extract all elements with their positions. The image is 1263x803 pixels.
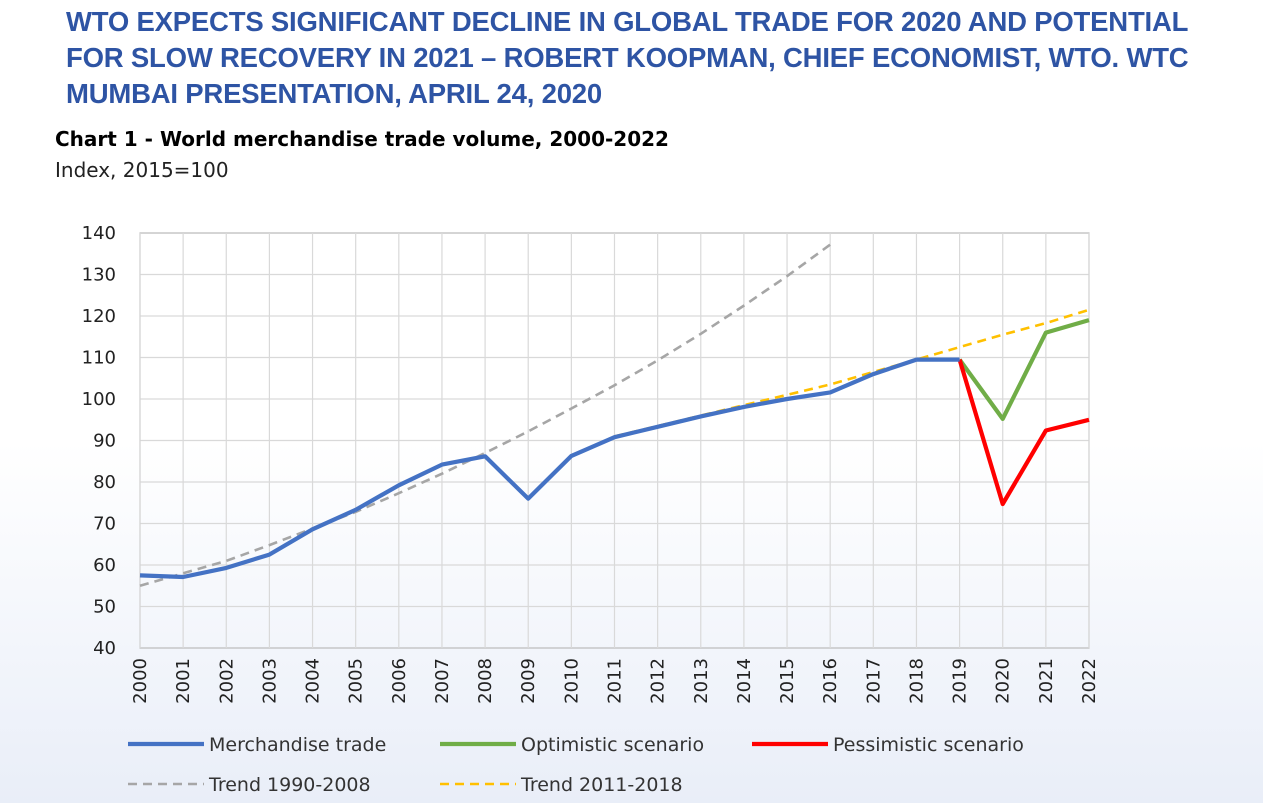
- x-tick-label: 2001: [173, 658, 194, 704]
- x-tick-label: 2009: [518, 658, 539, 704]
- gridlines: [139, 232, 1090, 649]
- x-tick-label: 2002: [216, 658, 237, 704]
- legend-label: Merchandise trade: [209, 734, 386, 756]
- chart-subtitle: Index, 2015=100: [55, 158, 229, 182]
- y-tick-label: 130: [82, 265, 116, 286]
- x-tick-label: 2006: [389, 658, 410, 704]
- series-line-pessimistic-scenario: [957, 358, 1090, 507]
- x-tick-label: 2005: [346, 658, 367, 704]
- series-line-optimistic-scenario: [957, 318, 1090, 421]
- x-tick-label: 2015: [777, 658, 798, 704]
- x-tick-label: 2020: [993, 658, 1014, 704]
- y-axis: 40 50 60 70 80 90 100 110 120 130 140: [82, 223, 116, 659]
- y-tick-label: 60: [93, 555, 116, 576]
- x-tick-label: 2021: [1036, 658, 1057, 704]
- y-tick-label: 40: [93, 638, 116, 659]
- chart-legend: Merchandise trade Optimistic scenario Pess…: [128, 734, 1024, 796]
- x-axis: 2000 2001 2002 2003 2004 2005 2006 2007 2008 2009…: [130, 658, 1100, 704]
- series-line-trend-1990-2008: [139, 243, 831, 588]
- x-tick-label: 2016: [820, 658, 841, 704]
- series-lines: [139, 243, 1090, 588]
- x-tick-label: 2004: [303, 658, 324, 704]
- x-tick-label: 2019: [950, 658, 971, 704]
- x-tick-label: 2018: [906, 658, 927, 704]
- x-tick-label: 2008: [475, 658, 496, 704]
- x-tick-label: 2017: [863, 658, 884, 704]
- x-tick-label: 2000: [130, 658, 151, 704]
- chart-title: Chart 1 - World merchandise trade volume…: [55, 127, 669, 151]
- y-tick-label: 70: [93, 514, 116, 535]
- slide-headline: WTO EXPECTS SIGNIFICANT DECLINE IN GLOBA…: [66, 6, 1189, 109]
- x-tick-label: 2007: [432, 658, 453, 704]
- y-tick-label: 100: [82, 389, 116, 410]
- y-tick-label: 90: [93, 431, 116, 452]
- legend-label: Pessimistic scenario: [833, 734, 1024, 756]
- legend-label: Optimistic scenario: [521, 734, 704, 756]
- series-line-trend-2011-2018: [614, 308, 1090, 438]
- y-tick-label: 110: [82, 348, 116, 369]
- x-tick-label: 2010: [561, 658, 582, 704]
- x-tick-label: 2014: [734, 658, 755, 704]
- legend-label: Trend 1990-2008: [208, 774, 371, 796]
- x-tick-label: 2003: [259, 658, 280, 704]
- y-tick-label: 50: [93, 597, 116, 618]
- legend-label: Trend 2011-2018: [520, 774, 683, 796]
- x-tick-label: 2012: [648, 658, 669, 704]
- y-tick-label: 140: [82, 223, 116, 244]
- x-tick-label: 2011: [605, 658, 626, 704]
- y-tick-label: 80: [93, 472, 116, 493]
- y-tick-label: 120: [82, 306, 116, 327]
- x-tick-label: 2013: [691, 658, 712, 704]
- series-line-merchandise-trade: [139, 357, 960, 580]
- x-tick-label: 2022: [1079, 658, 1100, 704]
